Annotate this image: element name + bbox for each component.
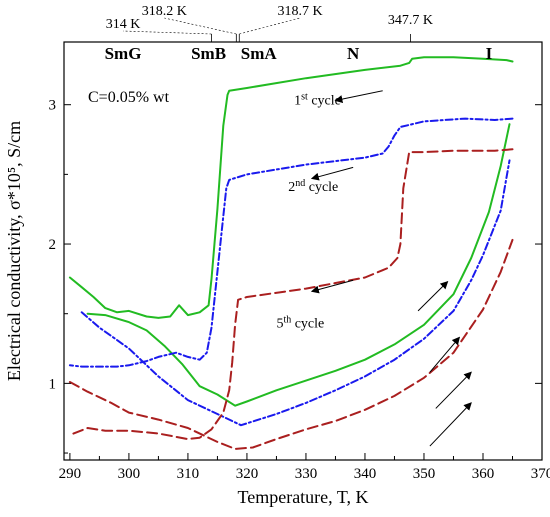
direction-arrow	[417, 280, 449, 312]
direction-arrow	[429, 402, 472, 447]
y-axis-label: Electrical conductivity, σ*10⁵, S/cm	[4, 121, 24, 381]
x-axis-ticks: 290 300 310 320 330 340 350 360 370	[59, 453, 550, 482]
transition-temp-label: 347.7 K	[388, 13, 433, 28]
cycle-annotation: 2nd cycle	[288, 178, 338, 195]
x-tick-label: 360	[472, 466, 495, 482]
x-tick-label: 350	[413, 466, 436, 482]
y-tick-label: 1	[49, 376, 57, 392]
transition-leader	[123, 30, 212, 35]
cycle-word: cycle	[305, 180, 338, 195]
transition-temp-label: 318.7 K	[277, 4, 322, 19]
cycle-number: 2	[288, 180, 295, 195]
series-3-heating-line	[68, 238, 514, 450]
direction-arrow	[429, 336, 461, 373]
series-2-cooling-line	[68, 117, 514, 368]
phase-label: SmG	[105, 44, 142, 63]
x-tick-label: 300	[118, 466, 141, 482]
x-tick-label: 340	[354, 466, 377, 482]
y-axis-ticks: 1 2 3	[49, 98, 542, 454]
cycle-ordinal-suffix: nd	[295, 178, 305, 189]
direction-arrows	[310, 90, 472, 447]
cycle-word: cycle	[291, 317, 324, 332]
plot-frame	[63, 41, 543, 461]
x-axis-label: Temperature, T, K	[237, 487, 368, 507]
cycle-ordinal-suffix: th	[283, 315, 291, 326]
transition-leader	[164, 17, 237, 35]
cycle-number: 1	[294, 94, 301, 109]
transition-temp-label: 314 K	[106, 17, 141, 32]
cycle-annotation: 1st cycle	[294, 92, 341, 109]
series-layer	[68, 56, 514, 450]
phase-label: N	[347, 44, 360, 63]
x-tick-label: 320	[236, 466, 259, 482]
cycle-word: cycle	[308, 94, 341, 109]
transition-temp-label: 318.2 K	[142, 4, 187, 19]
phase-labels: SmG SmB SmA N I	[105, 44, 493, 63]
series-1-heating-line	[86, 123, 511, 407]
y-tick-label: 2	[49, 237, 57, 253]
x-tick-label: 310	[177, 466, 200, 482]
concentration-label: C=0.05% wt	[88, 89, 170, 106]
direction-arrow	[334, 90, 383, 104]
x-tick-label: 330	[295, 466, 318, 482]
cycle-number: 5	[276, 317, 283, 332]
phase-label: SmA	[241, 44, 278, 63]
cycle-ordinal-suffix: st	[301, 92, 308, 103]
series-3-cooling-line	[68, 148, 514, 441]
transition-leader	[239, 17, 301, 35]
phase-label: SmB	[191, 44, 226, 63]
phase-label: I	[486, 44, 493, 63]
cycle-annotation: 5th cycle	[276, 315, 324, 332]
direction-arrow	[435, 371, 472, 409]
y-tick-label: 3	[49, 98, 57, 114]
direction-arrow	[310, 166, 354, 181]
x-tick-label: 370	[531, 466, 550, 482]
x-tick-label: 290	[59, 466, 82, 482]
series-2-heating-line	[80, 159, 511, 427]
series-1-cooling-line	[68, 56, 514, 319]
direction-arrow	[310, 279, 354, 294]
